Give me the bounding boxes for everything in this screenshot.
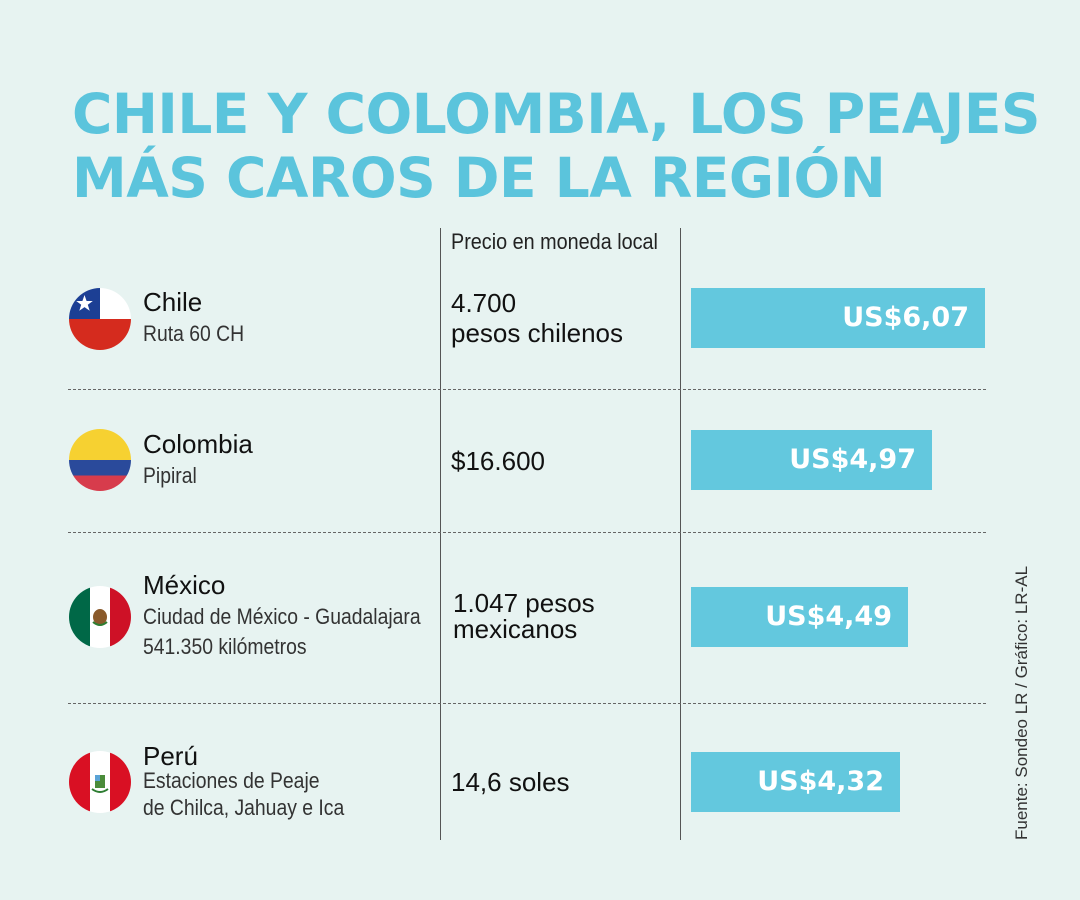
local-price-line: mexicanos [453, 614, 578, 644]
usd-price-bar: US$4,49 [691, 587, 908, 647]
peru-flag-icon [69, 751, 131, 813]
country-name: Colombia [143, 429, 253, 459]
toll-location-line: Ruta 60 CH [143, 321, 245, 346]
source-credit: Fuente: Sondeo LR / Gráfico: LR-AL [1012, 565, 1031, 840]
local-price-line: pesos chilenos [451, 318, 623, 348]
chart-title: CHILE Y COLOMBIA, LOS PEAJES MÁS CAROS D… [72, 82, 1041, 210]
row-separator [68, 703, 986, 704]
toll-location: Ruta 60 CH [143, 319, 244, 349]
toll-location: Pipiral [143, 461, 197, 491]
usd-price-label: US$6,07 [842, 302, 969, 333]
column-divider-left [440, 228, 441, 840]
local-price: 14,6 soles [451, 767, 570, 797]
chart-title-line-2: MÁS CAROS DE LA REGIÓN [72, 146, 886, 210]
local-price-line: 14,6 soles [451, 767, 570, 797]
country-name: Perú [143, 741, 198, 771]
chile-flag-icon [69, 288, 131, 350]
usd-price-label: US$4,32 [757, 766, 884, 797]
local-price-line: 1.047 pesos [453, 588, 595, 618]
local-price: 4.700 pesos chilenos [451, 288, 623, 348]
country-name: México [143, 570, 226, 600]
toll-location: Ciudad de México - Guadalajara 541.350 k… [143, 602, 421, 662]
toll-location-line: Ciudad de México - Guadalajara [143, 604, 421, 629]
local-price: $16.600 [451, 446, 545, 476]
toll-location-line: Estaciones de Peaje [143, 768, 320, 793]
colombia-flag-icon [69, 429, 131, 491]
country-name: Chile [143, 287, 203, 317]
chart-title-line-1: CHILE Y COLOMBIA, LOS PEAJES [72, 82, 1041, 146]
local-price-column-header: Precio en moneda local [451, 229, 658, 254]
row-separator [68, 532, 986, 533]
local-price-line: 4.700 [451, 288, 517, 318]
usd-price-bar: US$6,07 [691, 288, 985, 348]
local-price: 1.047 pesos mexicanos [453, 590, 595, 642]
mexico-flag-icon [69, 586, 131, 648]
toll-location-line: 541.350 kilómetros [143, 634, 307, 659]
usd-price-label: US$4,97 [789, 444, 916, 475]
toll-location: Estaciones de Peaje de Chilca, Jahuay e … [143, 767, 344, 821]
usd-price-bar: US$4,32 [691, 752, 900, 812]
usd-price-label: US$4,49 [765, 601, 892, 632]
row-separator [68, 389, 986, 390]
usd-price-bar: US$4,97 [691, 430, 932, 490]
toll-location-line: Pipiral [143, 463, 197, 488]
local-price-line: $16.600 [451, 446, 545, 476]
toll-location-line: de Chilca, Jahuay e Ica [143, 795, 345, 820]
column-divider-right [680, 228, 681, 840]
